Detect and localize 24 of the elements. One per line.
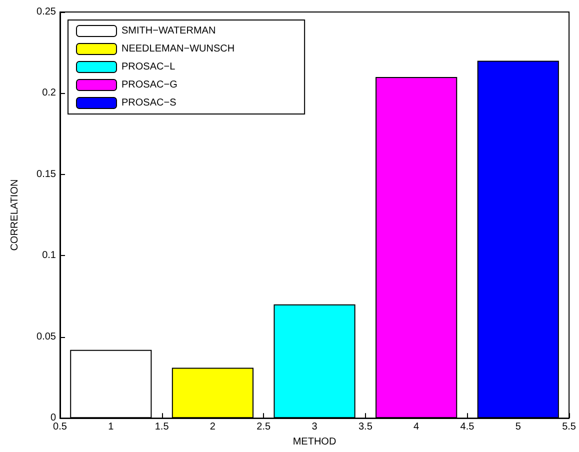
y-tick-label: 0.05 xyxy=(36,331,56,342)
x-tick-label: 4.5 xyxy=(460,422,475,433)
legend-label: NEEDLEMAN−WUNSCH xyxy=(122,44,235,54)
legend-label: PROSAC−L xyxy=(122,62,176,72)
legend-label: PROSAC−G xyxy=(122,80,178,90)
x-tick-label: 0.5 xyxy=(53,422,68,433)
x-axis-title: METHOD xyxy=(292,436,336,448)
y-tick-label: 0.1 xyxy=(42,250,56,262)
x-tick-label: 1 xyxy=(108,422,114,433)
y-tick-label: 0.25 xyxy=(36,6,56,18)
x-tick-label: 3.5 xyxy=(358,422,373,433)
x-tick-label: 2.5 xyxy=(256,422,272,433)
x-tick-label: 5.5 xyxy=(562,422,576,433)
x-tick-label: 5 xyxy=(515,422,522,433)
x-tick-label: 1.5 xyxy=(154,422,170,433)
y-tick-label: 0.15 xyxy=(36,168,56,180)
y-tick-label: 0 xyxy=(50,412,56,424)
y-axis-title: CORRELATION xyxy=(10,179,20,251)
y-tick-label: 0.2 xyxy=(42,88,56,99)
x-tick-label: 4 xyxy=(414,422,420,433)
x-tick-label: 3 xyxy=(312,422,318,433)
legend-label: PROSAC−S xyxy=(122,98,177,108)
legend-label: SMITH−WATERMAN xyxy=(122,26,216,36)
x-tick-label: 2 xyxy=(210,422,216,433)
